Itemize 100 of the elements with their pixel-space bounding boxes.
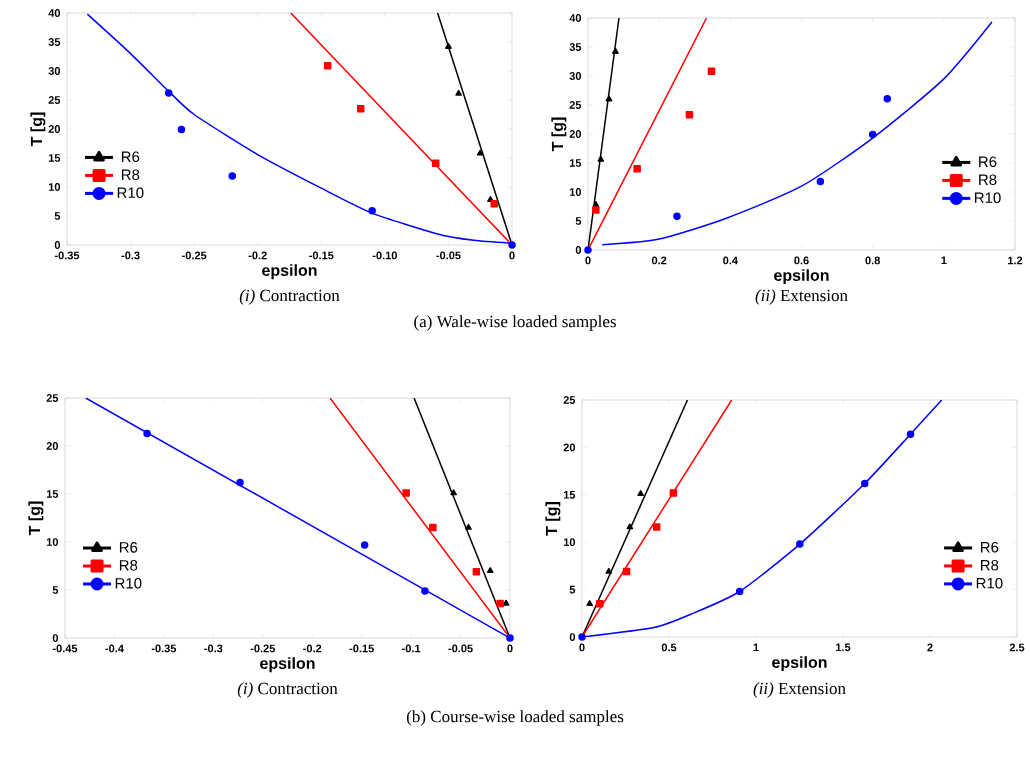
y-tick-label: 40 <box>569 14 582 22</box>
y-tick-label: 25 <box>46 394 59 402</box>
x-tick-label: -0.35 <box>151 644 177 653</box>
point <box>605 567 613 574</box>
point <box>431 159 440 167</box>
x-tick-label: 0 <box>585 256 591 265</box>
point <box>177 125 186 134</box>
x-tick-label: 1.2 <box>1008 256 1023 265</box>
point <box>164 89 173 97</box>
y-tick-label: 5 <box>569 585 576 594</box>
point <box>906 430 915 438</box>
x-tick-label: -0.10 <box>372 251 397 260</box>
point <box>868 130 877 139</box>
point <box>502 599 510 606</box>
point <box>596 600 604 608</box>
y-tick-label: 15 <box>48 154 61 162</box>
point <box>578 633 586 641</box>
y-tick-label: 35 <box>48 38 61 46</box>
point <box>861 479 869 488</box>
x-axis-title: epsilon <box>260 657 315 673</box>
point <box>652 523 661 531</box>
point <box>605 95 613 102</box>
point <box>356 104 365 113</box>
point <box>622 567 631 576</box>
point <box>707 67 716 76</box>
y-tick-label: 10 <box>46 538 59 546</box>
y-tick-label: 25 <box>48 96 61 104</box>
x-tick-label: 1.5 <box>836 643 851 652</box>
point <box>637 490 644 497</box>
point <box>584 246 592 254</box>
point <box>506 634 514 642</box>
x-tick-label: -0.05 <box>436 251 461 260</box>
legend-label: R8 <box>979 174 997 186</box>
y-tick-label: 15 <box>563 490 576 499</box>
point <box>455 89 462 96</box>
x-tick-label: -0.05 <box>448 644 473 653</box>
x-tick-label: -0.35 <box>54 251 80 260</box>
y-tick-label: 25 <box>569 101 582 109</box>
x-tick-label: -0.15 <box>349 644 374 653</box>
legend-label: R8 <box>119 560 138 571</box>
y-tick-label: 15 <box>569 159 582 167</box>
point <box>612 47 619 54</box>
y-tick-label: 5 <box>54 212 61 220</box>
point <box>633 165 641 173</box>
legend-label: R6 <box>121 151 140 163</box>
x-axis-title: epsilon <box>262 264 317 280</box>
y-axis-title: T [g] <box>28 501 44 536</box>
legend-label: R6 <box>979 156 997 168</box>
point <box>816 177 825 186</box>
legend-label: R8 <box>121 169 140 181</box>
y-tick-label: 20 <box>48 125 61 133</box>
point <box>508 241 516 249</box>
point <box>465 523 472 530</box>
point <box>796 540 804 548</box>
point <box>490 200 498 208</box>
text: (ii) Extension <box>755 289 848 305</box>
y-tick-label: 0 <box>54 241 61 249</box>
y-tick-label: 5 <box>575 217 582 225</box>
y-tick-label: 40 <box>48 9 61 17</box>
x-tick-label: 0.5 <box>661 643 677 652</box>
x-tick-label: 0.8 <box>865 256 880 265</box>
y-tick-label: 0 <box>575 246 582 254</box>
y-tick-label: 0 <box>569 633 576 641</box>
legend-label: R8 <box>980 559 999 571</box>
x-tick-label: -0.3 <box>121 251 140 260</box>
x-tick-label: 0 <box>507 644 513 653</box>
y-tick-label: 20 <box>46 442 59 450</box>
point <box>472 568 481 576</box>
y-tick-label: 10 <box>48 183 61 191</box>
point <box>143 429 151 438</box>
x-tick-label: 0 <box>509 251 515 260</box>
point <box>236 478 244 487</box>
text: (i) Contraction <box>239 289 340 305</box>
x-tick-label: 2 <box>927 643 933 652</box>
point <box>323 62 332 70</box>
point <box>883 94 892 103</box>
y-tick-label: 10 <box>569 188 582 196</box>
y-tick-label: 30 <box>48 67 61 75</box>
point <box>360 541 369 549</box>
point <box>476 149 484 156</box>
point <box>486 567 494 574</box>
text: (b) Course-wise loaded samples <box>406 710 624 726</box>
legend-label: R10 <box>976 577 1003 589</box>
y-axis-title: T [g] <box>551 117 567 152</box>
y-tick-label: 0 <box>52 634 59 642</box>
legend-label: R6 <box>119 542 138 553</box>
point <box>368 207 376 215</box>
point <box>496 599 504 608</box>
point <box>586 600 594 607</box>
x-tick-label: 0.4 <box>723 256 738 265</box>
x-tick-label: -0.2 <box>248 251 267 260</box>
y-tick-label: 20 <box>563 443 576 452</box>
point <box>669 489 678 497</box>
legend-label: R10 <box>974 192 1001 204</box>
point <box>673 212 681 221</box>
x-tick-label: -0.15 <box>309 251 334 260</box>
legend-label: R6 <box>980 541 999 553</box>
text: (a) Wale-wise loaded samples <box>414 315 616 331</box>
y-tick-label: 15 <box>46 490 59 498</box>
text: (i) Contraction <box>237 682 338 698</box>
